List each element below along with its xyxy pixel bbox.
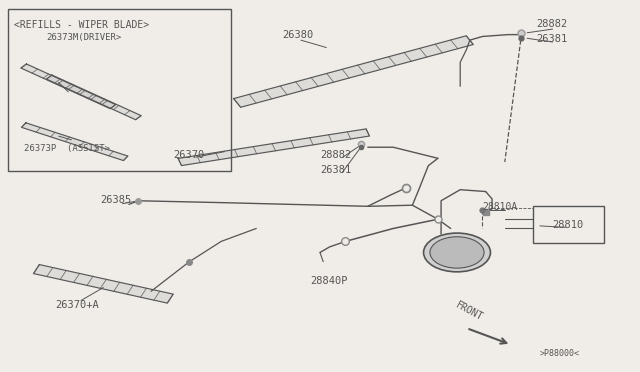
Bar: [8, 9, 231, 171]
Text: 28810A: 28810A: [483, 202, 518, 212]
Text: 26370+A: 26370+A: [56, 300, 99, 310]
Polygon shape: [47, 75, 141, 120]
Text: 26370: 26370: [173, 150, 205, 160]
Text: >P88000<: >P88000<: [540, 349, 580, 358]
Text: 26373M(DRIVER>: 26373M(DRIVER>: [46, 33, 121, 42]
Text: 26373P  (ASSIST>: 26373P (ASSIST>: [24, 144, 109, 153]
Text: 28882: 28882: [320, 150, 351, 160]
Text: 26380: 26380: [282, 30, 313, 40]
Bar: [534, 206, 604, 243]
Text: 28840P: 28840P: [310, 276, 348, 286]
Polygon shape: [22, 123, 128, 161]
Text: <REFILLS - WIPER BLADE>: <REFILLS - WIPER BLADE>: [14, 20, 149, 30]
Text: 26385: 26385: [100, 195, 131, 205]
Polygon shape: [33, 264, 173, 303]
Ellipse shape: [430, 237, 484, 268]
Text: 26381: 26381: [320, 165, 351, 175]
Polygon shape: [234, 36, 473, 107]
Text: FRONT: FRONT: [454, 300, 484, 323]
Ellipse shape: [424, 233, 490, 272]
Text: 26381: 26381: [537, 34, 568, 44]
Polygon shape: [21, 64, 116, 109]
Text: 28882: 28882: [537, 19, 568, 29]
Text: 28810: 28810: [552, 221, 584, 231]
Polygon shape: [178, 129, 369, 166]
